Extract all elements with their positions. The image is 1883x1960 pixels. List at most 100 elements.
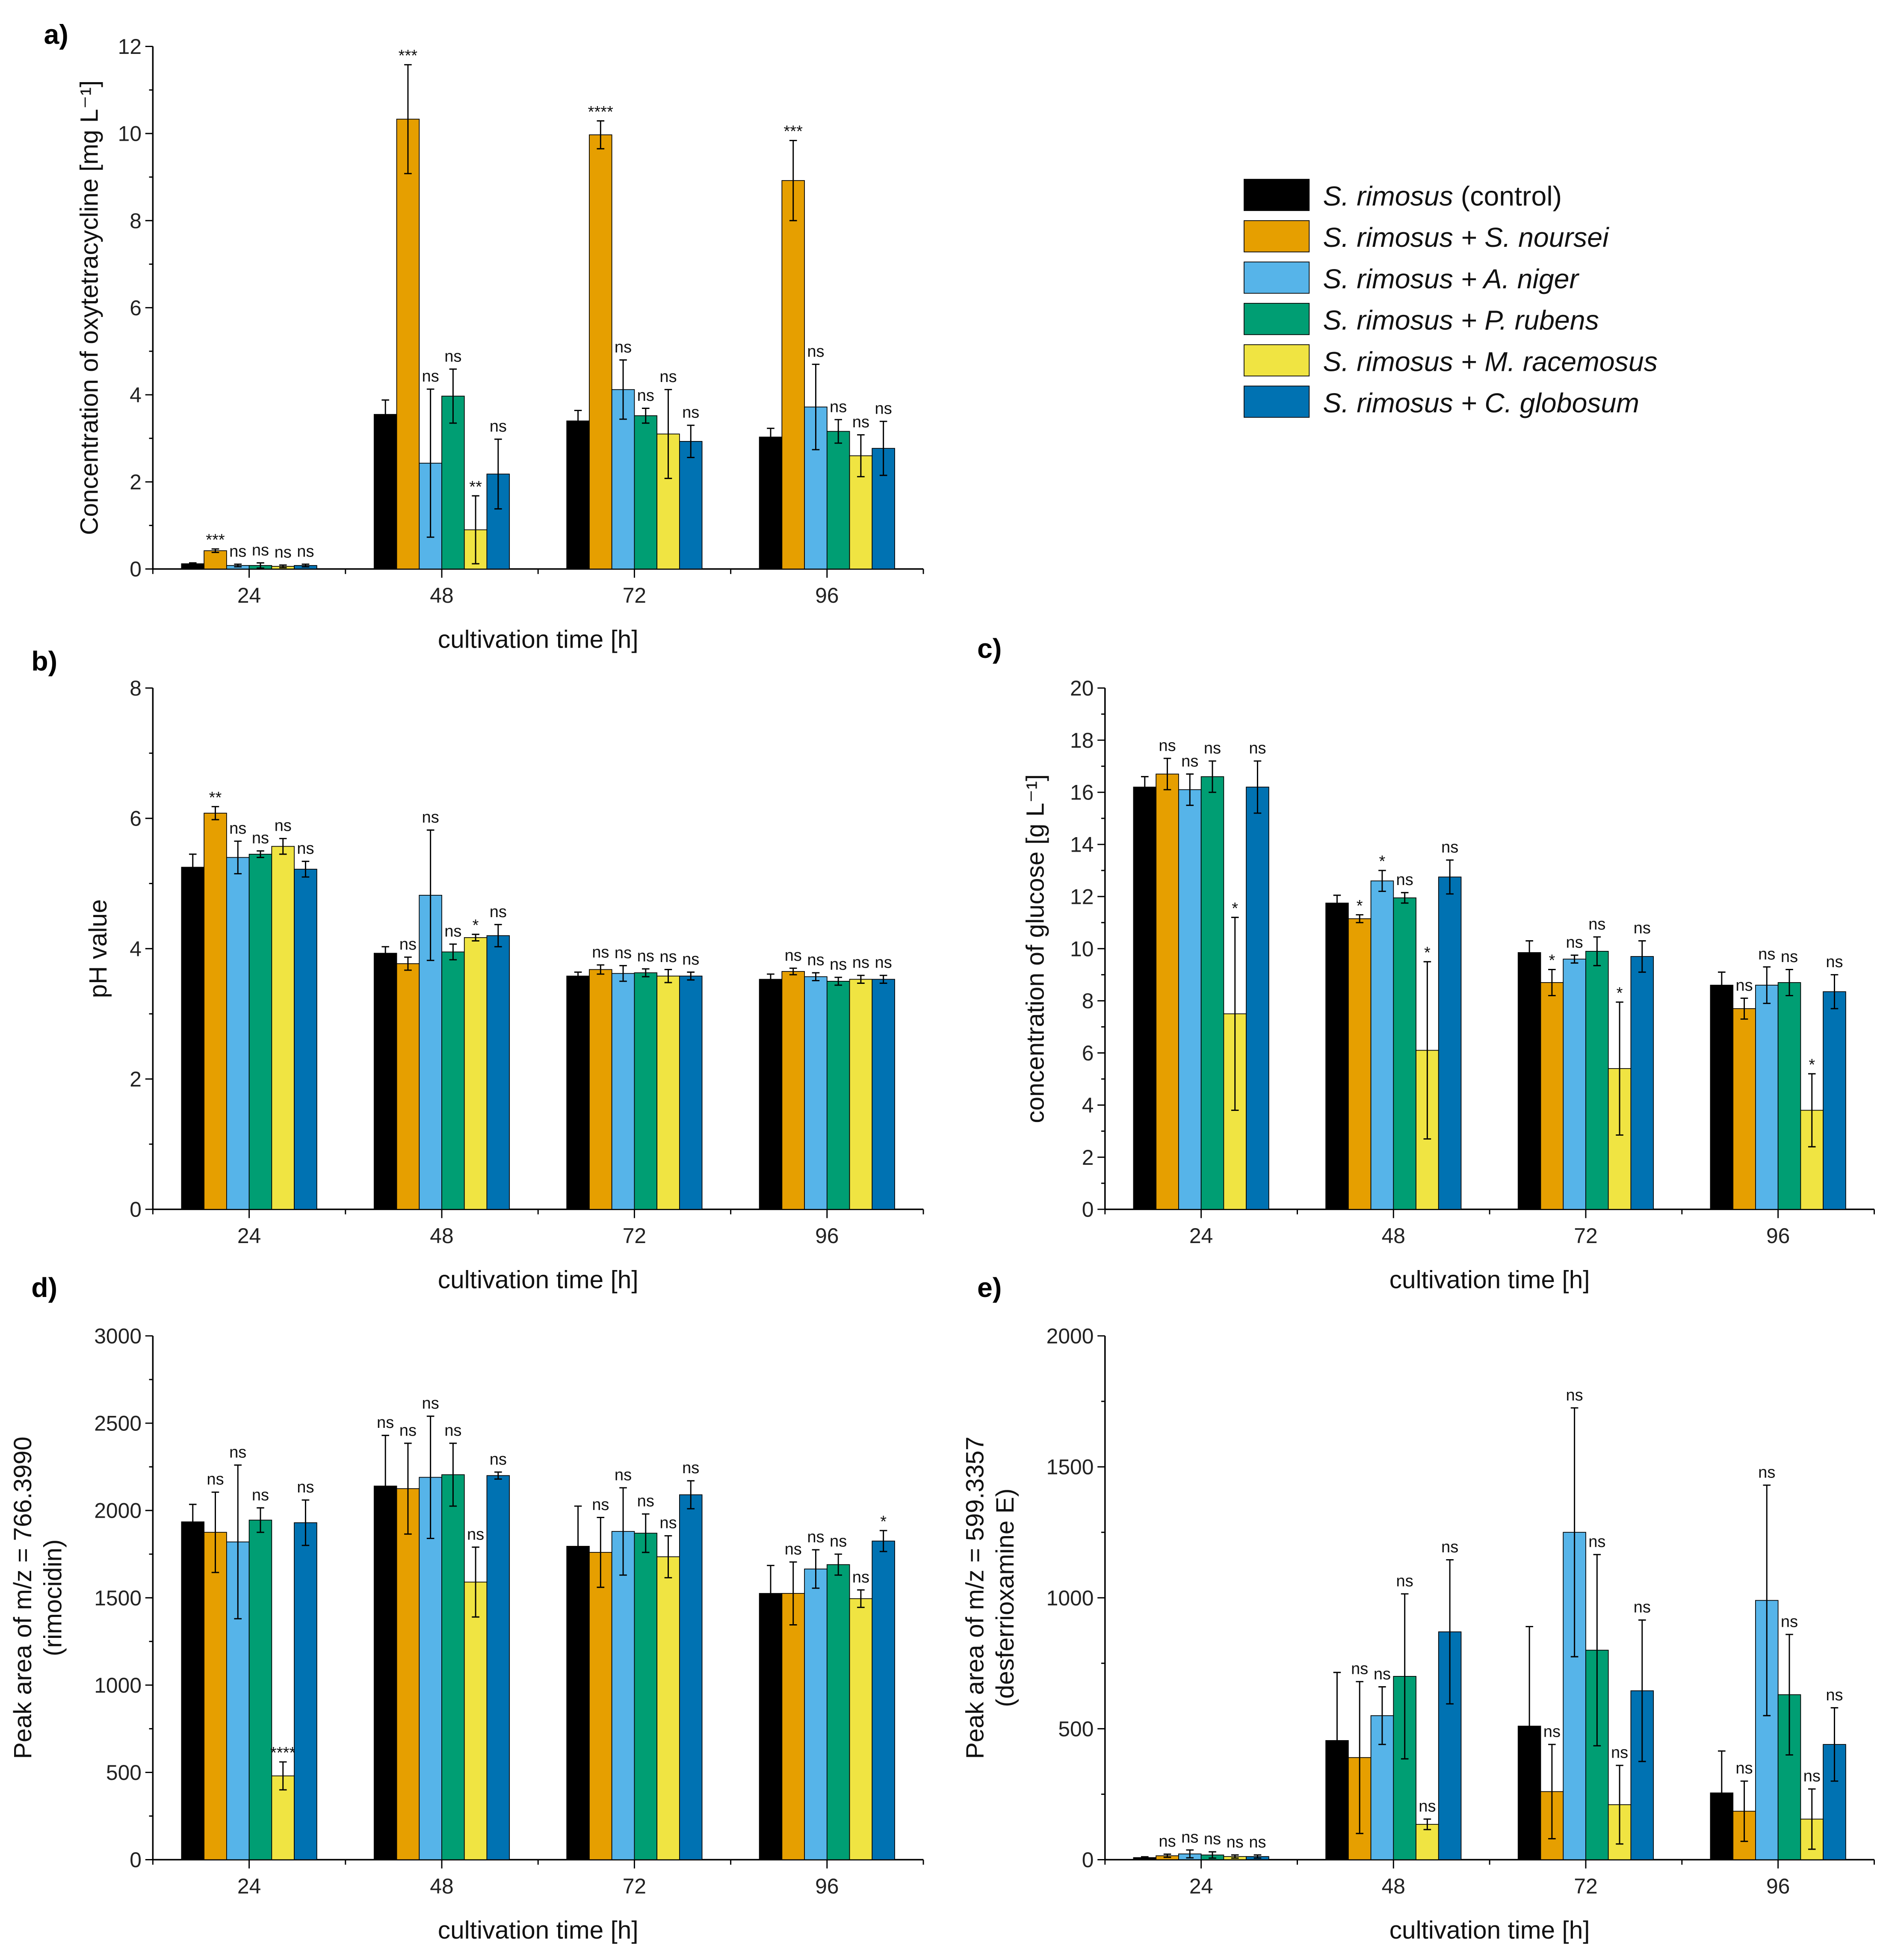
legend-label: S. rimosus + S. noursei	[1323, 222, 1610, 253]
bar	[1200, 776, 1224, 1210]
significance-label: ns	[444, 1421, 461, 1439]
bar	[566, 1545, 590, 1860]
y-tick-label: 1500	[1046, 1455, 1094, 1479]
significance-label: ns	[1351, 1660, 1368, 1678]
bar	[804, 976, 828, 1210]
y-tick-label: 6	[130, 807, 142, 831]
x-tick-label: 72	[1574, 1224, 1597, 1248]
bar	[441, 951, 465, 1210]
significance-label: ns	[1826, 953, 1843, 971]
significance-label: ns	[490, 1451, 507, 1469]
x-tick-label: 48	[430, 1874, 453, 1898]
y-tick-label: 12	[118, 35, 142, 59]
significance-label: ns	[852, 954, 869, 972]
bar	[441, 1474, 465, 1860]
x-tick-label: 96	[815, 583, 839, 607]
y-axis-subtitle: (rimocidin)	[39, 1540, 67, 1656]
bar	[1732, 1008, 1756, 1210]
significance-label: ns	[807, 343, 824, 361]
significance-label: ns	[1441, 1538, 1458, 1556]
significance-label: ns	[1735, 1759, 1753, 1777]
x-axis-title: cultivation time [h]	[438, 1916, 639, 1944]
significance-label: ***	[206, 531, 225, 549]
bar	[181, 1521, 205, 1860]
significance-label: ns	[297, 1478, 314, 1496]
x-tick-label: 48	[1382, 1874, 1405, 1898]
bar	[679, 975, 703, 1210]
bar	[1178, 789, 1202, 1210]
y-tick-label: 8	[130, 209, 142, 233]
y-axis-title: Concentration of oxytetracycline [mg L⁻¹…	[75, 80, 103, 535]
significance-label: ns	[852, 413, 869, 431]
significance-label: ns	[1543, 1723, 1561, 1741]
significance-label: ns	[1396, 871, 1413, 889]
x-tick-label: 96	[1766, 1874, 1790, 1898]
significance-label: ns	[830, 398, 847, 416]
chart-panel-d: d)05001000150020002500300024nsnsns****ns…	[9, 1272, 924, 1944]
significance-label: ns	[592, 1496, 609, 1514]
bar	[1438, 876, 1462, 1210]
y-tick-label: 8	[1082, 989, 1094, 1013]
significance-label: ns	[659, 948, 677, 966]
bar	[1630, 956, 1654, 1210]
significance-label: ns	[615, 944, 632, 962]
significance-label: ns	[252, 1486, 269, 1504]
significance-label: ns	[444, 347, 461, 365]
x-tick-label: 48	[430, 583, 453, 607]
y-axis-title: Peak area of m/z = 599.3357	[961, 1436, 989, 1759]
bar	[1133, 787, 1157, 1210]
bar	[759, 979, 783, 1210]
y-tick-label: 1000	[1046, 1586, 1094, 1610]
significance-label: ns	[1374, 1665, 1391, 1683]
bar	[656, 975, 680, 1210]
x-tick-label: 72	[623, 1874, 646, 1898]
significance-label: *	[1617, 984, 1623, 1002]
bar	[1348, 918, 1372, 1210]
legend-swatch	[1244, 220, 1310, 252]
x-tick-label: 48	[1382, 1224, 1405, 1248]
bar	[826, 981, 850, 1210]
y-tick-label: 2000	[94, 1499, 142, 1523]
significance-label: ns	[1634, 1599, 1651, 1617]
bar	[1540, 982, 1564, 1210]
significance-label: ns	[1396, 1572, 1413, 1590]
significance-label: ns	[682, 404, 699, 422]
x-axis-title: cultivation time [h]	[438, 1266, 639, 1294]
bar	[589, 134, 612, 570]
bar	[589, 969, 612, 1210]
bar	[396, 1488, 420, 1860]
y-axis-title: pH value	[84, 899, 112, 998]
significance-label: ns	[229, 820, 246, 838]
significance-label: ns	[682, 950, 699, 968]
significance-label: *	[1549, 952, 1555, 970]
significance-label: ns	[1588, 915, 1605, 933]
bar	[248, 1519, 272, 1860]
significance-label: ns	[444, 923, 461, 941]
significance-label: ns	[1204, 739, 1221, 757]
significance-label: ***	[399, 47, 418, 65]
bar	[1585, 950, 1609, 1210]
significance-label: ns	[785, 947, 802, 965]
y-tick-label: 500	[106, 1761, 142, 1785]
significance-label: ns	[1159, 1833, 1176, 1850]
significance-label: ns	[467, 1525, 484, 1543]
significance-label: ns	[422, 367, 439, 385]
legend-swatch	[1244, 261, 1310, 294]
significance-label: ns	[1249, 739, 1266, 757]
significance-label: ns	[637, 1492, 654, 1510]
significance-label: ns	[399, 1421, 417, 1439]
x-tick-label: 24	[1189, 1224, 1213, 1248]
significance-label: ns	[830, 1533, 847, 1551]
bar	[373, 953, 397, 1210]
y-tick-label: 10	[118, 122, 142, 146]
bar	[611, 1531, 635, 1860]
significance-label: ns	[785, 1540, 802, 1558]
y-axis-subtitle: (desferrioxamine E)	[991, 1489, 1019, 1707]
x-tick-label: 72	[623, 583, 646, 607]
y-tick-label: 1500	[94, 1586, 142, 1610]
x-tick-label: 24	[237, 1874, 261, 1898]
bar	[1370, 880, 1394, 1210]
